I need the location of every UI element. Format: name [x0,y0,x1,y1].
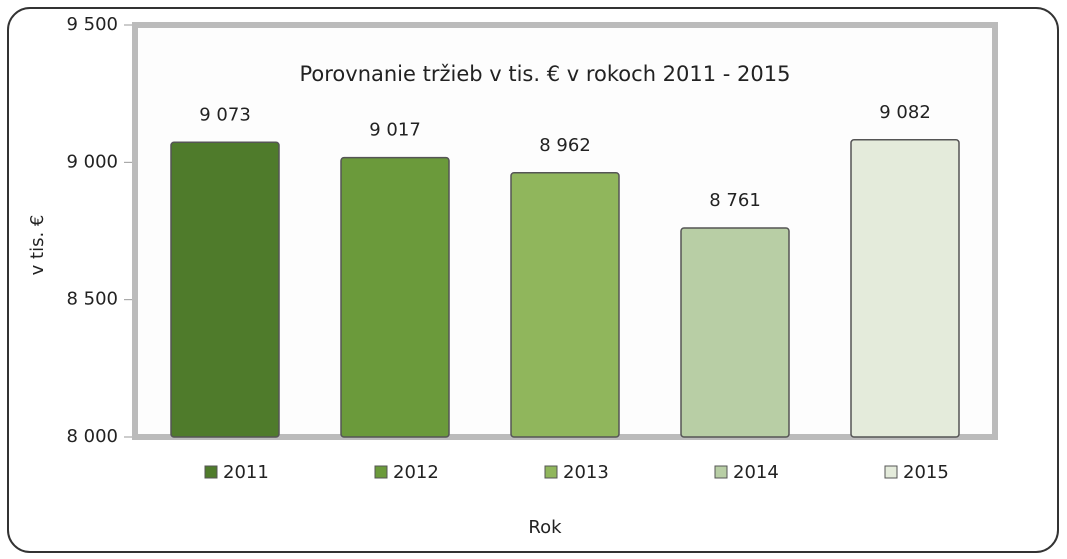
legend-label: 2014 [733,462,779,483]
bar [510,172,620,438]
y-tick-label: 8 500 [66,289,118,310]
value-label: 9 082 [879,102,931,123]
value-label: 8 962 [539,135,591,156]
y-axis-label: v tis. € [27,215,48,276]
value-label: 9 017 [369,120,421,141]
y-tick-label: 9 000 [66,151,118,172]
x-axis-label: Rok [528,517,562,538]
value-label: 9 073 [199,104,251,125]
value-label: 8 761 [709,190,761,211]
bar [850,139,960,438]
legend-label: 2011 [223,462,269,483]
y-tick-label: 8 000 [66,426,118,447]
legend-swatch [714,465,728,479]
y-tick-label: 9 500 [66,14,118,35]
legend-swatch [204,465,218,479]
legend-swatch [544,465,558,479]
legend-swatch [374,465,388,479]
bar [340,156,450,438]
legend-label: 2012 [393,462,439,483]
legend-swatch [884,465,898,479]
bar [170,141,280,438]
bar [680,227,790,438]
chart-title: Porovnanie tržieb v tis. € v rokoch 2011… [299,62,790,86]
legend-label: 2013 [563,462,609,483]
legend-label: 2015 [903,462,949,483]
